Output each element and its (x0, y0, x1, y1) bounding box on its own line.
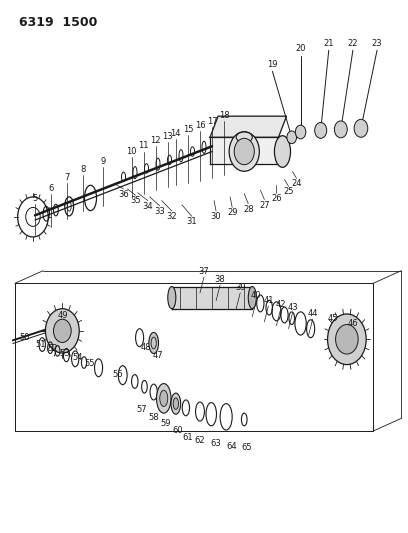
Text: 16: 16 (195, 122, 205, 131)
Text: 15: 15 (183, 125, 193, 134)
Text: 6: 6 (49, 184, 54, 192)
Text: 27: 27 (259, 200, 270, 209)
Text: 46: 46 (348, 319, 358, 328)
Polygon shape (210, 138, 278, 164)
Ellipse shape (234, 139, 254, 165)
Text: 42: 42 (275, 300, 286, 309)
Text: 26: 26 (271, 193, 282, 203)
Text: 23: 23 (372, 38, 382, 47)
Text: 59: 59 (160, 419, 171, 429)
Ellipse shape (229, 132, 259, 171)
Text: 7: 7 (64, 173, 70, 182)
Text: 63: 63 (211, 439, 222, 448)
Text: 52: 52 (48, 344, 58, 353)
Circle shape (45, 309, 79, 353)
Text: 36: 36 (118, 190, 129, 199)
Text: 38: 38 (215, 275, 226, 284)
Text: 60: 60 (173, 426, 183, 435)
Text: 5: 5 (32, 194, 38, 203)
Text: 62: 62 (195, 437, 205, 446)
Circle shape (287, 131, 297, 143)
Text: 31: 31 (186, 217, 197, 227)
Text: 35: 35 (130, 196, 141, 205)
Circle shape (53, 319, 71, 342)
Circle shape (315, 123, 327, 139)
Text: 54: 54 (72, 353, 82, 362)
Circle shape (328, 314, 366, 365)
Text: 44: 44 (307, 309, 318, 318)
Text: 41: 41 (263, 296, 274, 305)
Text: 53: 53 (60, 349, 71, 358)
Text: 25: 25 (283, 188, 294, 196)
Text: 37: 37 (199, 267, 209, 276)
Text: 29: 29 (227, 208, 237, 217)
Text: 58: 58 (149, 413, 159, 422)
Text: 17: 17 (207, 117, 217, 126)
Text: 39: 39 (235, 283, 246, 292)
Text: 18: 18 (219, 111, 229, 120)
Circle shape (354, 119, 368, 138)
Text: 8: 8 (80, 165, 86, 174)
Text: 24: 24 (291, 180, 302, 189)
Ellipse shape (173, 398, 178, 409)
Text: 64: 64 (226, 442, 237, 450)
Text: 12: 12 (151, 136, 161, 145)
Text: 34: 34 (142, 201, 153, 211)
Polygon shape (172, 287, 252, 309)
Text: 11: 11 (138, 141, 149, 150)
Text: 13: 13 (162, 132, 173, 141)
Text: 56: 56 (112, 370, 123, 379)
Ellipse shape (171, 393, 181, 414)
Ellipse shape (248, 287, 256, 309)
Text: 14: 14 (171, 130, 181, 139)
Text: 22: 22 (348, 38, 358, 47)
Text: 57: 57 (136, 405, 147, 414)
Text: 40: 40 (251, 290, 262, 300)
Polygon shape (210, 116, 286, 138)
Text: 20: 20 (295, 44, 306, 53)
Text: 51: 51 (36, 340, 46, 349)
Text: 33: 33 (154, 207, 165, 216)
Ellipse shape (160, 390, 168, 407)
Circle shape (295, 125, 306, 139)
Ellipse shape (236, 132, 252, 142)
Text: 43: 43 (287, 303, 298, 312)
Text: 49: 49 (58, 311, 69, 320)
Text: 45: 45 (328, 314, 338, 324)
Ellipse shape (275, 136, 290, 167)
Text: 50: 50 (20, 334, 30, 342)
Text: 21: 21 (324, 38, 334, 47)
Text: 6319  1500: 6319 1500 (19, 16, 97, 29)
Text: 55: 55 (84, 359, 95, 368)
Text: 47: 47 (153, 351, 163, 360)
Circle shape (335, 121, 347, 138)
Text: 9: 9 (101, 157, 106, 166)
Ellipse shape (149, 333, 159, 353)
Text: 65: 65 (241, 443, 252, 452)
Text: 61: 61 (183, 433, 193, 442)
Circle shape (336, 325, 358, 354)
Ellipse shape (157, 384, 171, 413)
Ellipse shape (168, 287, 176, 309)
Text: 48: 48 (140, 343, 151, 352)
Text: 32: 32 (166, 212, 177, 221)
Text: 28: 28 (243, 205, 254, 214)
Text: 10: 10 (126, 147, 137, 156)
Text: 30: 30 (211, 212, 222, 221)
Text: 19: 19 (267, 60, 278, 69)
